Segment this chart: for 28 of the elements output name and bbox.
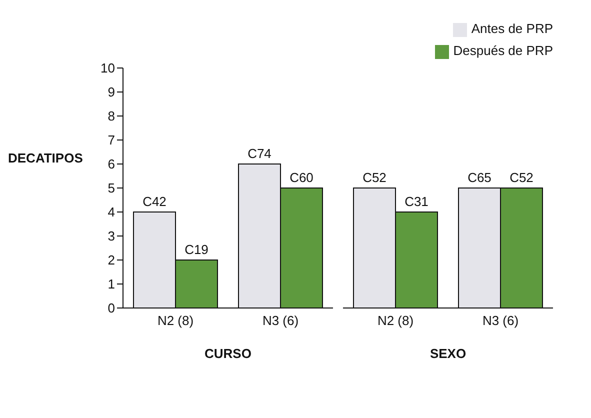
x-tick-label: N3 (6) xyxy=(482,313,519,328)
data-label: C19 xyxy=(184,242,208,257)
data-label: C42 xyxy=(142,194,166,209)
y-tick-label: 9 xyxy=(108,84,115,100)
x-axis-title: SEXO xyxy=(430,346,466,361)
x-tick-label: N3 (6) xyxy=(262,313,299,328)
y-tick-label: 5 xyxy=(108,180,115,196)
y-tick-label: 10 xyxy=(100,60,115,76)
x-axis-title: CURSO xyxy=(204,346,252,361)
y-tick-label: 1 xyxy=(108,276,115,292)
y-axis-title: DECATIPOS xyxy=(8,150,84,166)
y-tick-label: 4 xyxy=(108,204,115,220)
x-tick-label: N2 (8) xyxy=(157,313,194,328)
legend-label: Después de PRP xyxy=(453,43,553,58)
data-label: C52 xyxy=(510,170,534,185)
y-tick-label: 0 xyxy=(108,300,115,316)
data-label: C60 xyxy=(290,170,314,185)
y-tick-label: 7 xyxy=(108,132,115,148)
y-tick-label: 3 xyxy=(108,228,115,244)
data-label: C65 xyxy=(468,170,492,185)
y-tick-label: 8 xyxy=(108,108,115,124)
data-label: C74 xyxy=(248,146,272,161)
data-label: C52 xyxy=(362,170,386,185)
legend-label: Antes de PRP xyxy=(471,21,553,36)
data-label: C31 xyxy=(404,194,428,209)
y-tick-label: 2 xyxy=(108,252,115,268)
y-tick-label: 6 xyxy=(108,156,115,172)
x-tick-label: N2 (8) xyxy=(377,313,414,328)
